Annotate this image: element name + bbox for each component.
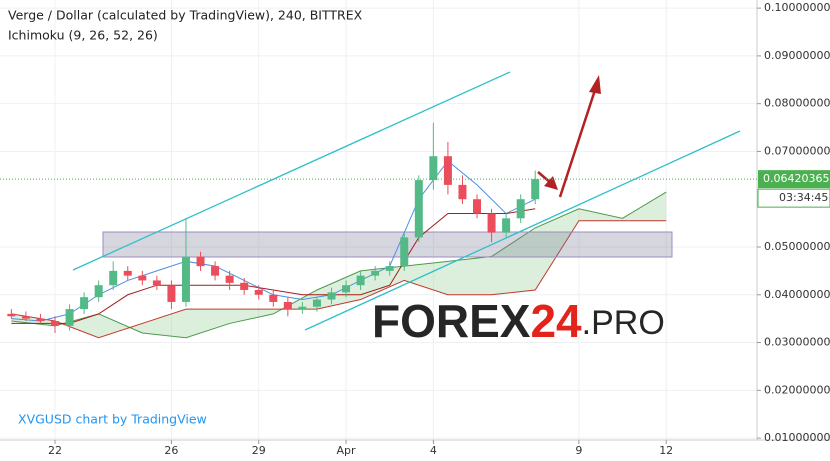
indicator-label: Ichimoku (9, 26, 52, 26): [8, 28, 158, 43]
candle-body: [152, 280, 161, 286]
candle-body: [211, 266, 220, 276]
senkou-line: [11, 191, 667, 339]
x-tick-label: 4: [430, 444, 437, 457]
candle-body: [80, 297, 89, 310]
y-tick-label: 0.08000000: [764, 97, 830, 110]
credit: XVGUSD chart by TradingView: [18, 412, 207, 427]
candle-body: [167, 285, 176, 302]
grid: [0, 0, 757, 440]
watermark: FOREX24.PRO: [372, 295, 665, 347]
countdown-label: 03:34:45: [779, 191, 828, 204]
candle-body: [109, 270, 118, 286]
candle-body: [385, 266, 394, 271]
candle-body: [312, 299, 321, 307]
x-tick-label: 12: [659, 444, 673, 457]
x-tick-label: Apr: [337, 444, 357, 457]
candles: [7, 122, 540, 333]
senkou-line: [11, 220, 667, 339]
candle-body: [371, 270, 380, 276]
y-tick-label: 0.09000000: [764, 49, 830, 62]
candle-body: [327, 292, 336, 300]
candle-body: [473, 199, 482, 214]
candle-body: [400, 237, 409, 267]
x-tick-label: 9: [575, 444, 582, 457]
forecast-arrows: [537, 75, 601, 198]
x-tick-label: 26: [164, 444, 178, 457]
candle-body: [531, 179, 540, 200]
candle-body: [269, 294, 278, 302]
y-tick-label: 0.07000000: [764, 144, 830, 157]
candle-body: [21, 316, 30, 319]
candle-body: [36, 318, 45, 322]
arrow-up: [558, 89, 597, 198]
last-price-label: 0.06420365: [763, 172, 829, 185]
ichimoku-cloud: [11, 191, 667, 339]
candle-body: [414, 180, 423, 238]
arrow-head: [589, 75, 601, 94]
watermark-part: .PRO: [582, 304, 665, 342]
y-tick-label: 0.02000000: [764, 383, 830, 396]
candle-body: [225, 275, 234, 283]
y-tick-label: 0.01000000: [764, 431, 830, 444]
x-tick-label: 22: [48, 444, 62, 457]
candle-body: [342, 285, 351, 293]
watermark-part: 24: [530, 295, 582, 347]
last-price-box: [758, 170, 830, 189]
candle-body: [516, 199, 525, 219]
candle-body: [254, 289, 263, 295]
candle-body: [502, 218, 511, 233]
y-tick-label: 0.03000000: [764, 336, 830, 349]
candle-body: [298, 306, 307, 310]
candle-body: [123, 270, 132, 276]
watermark-part: FOREX: [372, 295, 531, 347]
channel-upper: [72, 71, 511, 271]
y-tick-label: 0.05000000: [764, 240, 830, 253]
candle-body: [356, 275, 365, 286]
candle-body: [196, 256, 205, 267]
candle-body: [458, 184, 467, 200]
chart-title: Verge / Dollar (calculated by TradingVie…: [8, 8, 363, 23]
candle-body: [65, 309, 74, 326]
arrow-head: [544, 176, 558, 190]
candle-body: [7, 313, 16, 317]
x-tick-label: 29: [252, 444, 266, 457]
y-tick-label: 0.10000000: [764, 1, 830, 14]
channel-lower: [304, 130, 741, 331]
candle-body: [94, 285, 103, 298]
countdown-box: [757, 188, 830, 208]
candle-body: [429, 156, 438, 181]
cloud-fill: [11, 192, 667, 338]
candle-body: [138, 275, 147, 281]
candle-body: [240, 282, 249, 290]
candle-body: [181, 256, 190, 302]
candle-body: [487, 213, 496, 233]
candle-body: [51, 321, 60, 326]
y-tick-label: 0.04000000: [764, 288, 830, 301]
candle-body: [283, 301, 292, 310]
support-zone: [102, 231, 673, 258]
candle-body: [443, 156, 452, 185]
